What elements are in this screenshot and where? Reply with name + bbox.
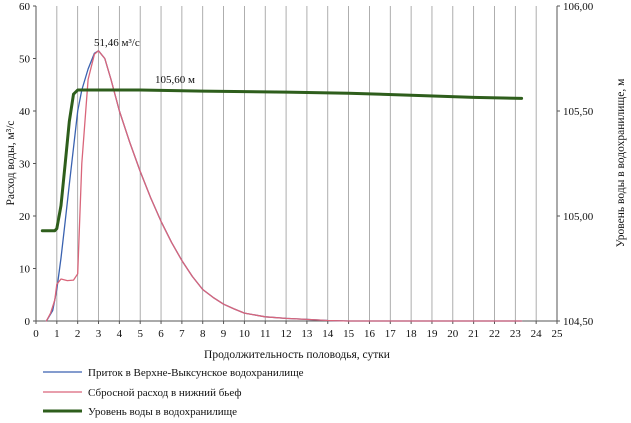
y-left-tick-label: 10 xyxy=(19,264,31,276)
y-right-tick-label: 105,00 xyxy=(563,211,594,223)
max-level-annotation: 105,60 м xyxy=(155,74,195,86)
x-tick-label: 5 xyxy=(137,328,143,340)
y-left-axis-title: Расход воды, м³/с xyxy=(5,120,17,205)
series-lines xyxy=(40,50,524,322)
legend-inflow-label: Приток в Верхне-Выксунское водохранилище xyxy=(88,367,304,379)
x-tick-label: 25 xyxy=(552,328,564,340)
x-tick-label: 17 xyxy=(385,328,397,340)
y-right-axis-title: Уровень воды в водохранилище, м xyxy=(615,78,627,247)
y-left-tick-label: 50 xyxy=(19,54,31,66)
y-left-tick-labels: 0 10 20 30 40 50 60 xyxy=(19,1,31,328)
x-tick-label: 23 xyxy=(510,328,522,340)
y-left-tick-label: 40 xyxy=(19,106,31,118)
y-left-tick-label: 60 xyxy=(19,1,31,13)
x-tick-label: 20 xyxy=(447,328,459,340)
y-right-tick-label: 105,50 xyxy=(563,106,594,118)
x-tick-label: 4 xyxy=(117,328,123,340)
x-tick-label: 9 xyxy=(221,328,227,340)
discharge-series-line xyxy=(45,50,523,322)
x-tick-label: 21 xyxy=(468,328,479,340)
x-tick-label: 10 xyxy=(239,328,251,340)
water-level-series-line xyxy=(40,88,524,233)
x-tick-label: 13 xyxy=(301,328,313,340)
x-tick-label: 1 xyxy=(54,328,60,340)
x-tick-label: 22 xyxy=(489,328,500,340)
x-tick-label: 2 xyxy=(75,328,81,340)
peak-flow-annotation: 51,46 м³/с xyxy=(94,37,140,49)
x-tick-label: 19 xyxy=(426,328,438,340)
x-tick-label: 12 xyxy=(281,328,292,340)
y-right-tick-label: 106,00 xyxy=(563,1,594,13)
x-tick-labels: 0 1 2 3 4 5 6 7 8 9 10 11 12 13 14 15 16 17 18 19 20 21 22 23 24… xyxy=(33,328,563,340)
legend-water-level-label: Уровень воды в водохранилище xyxy=(88,406,237,418)
x-tick-label: 15 xyxy=(343,328,355,340)
x-tick-label: 11 xyxy=(260,328,271,340)
x-tick-label: 6 xyxy=(158,328,164,340)
legend: Приток в Верхне-Выксунское водохранилище… xyxy=(43,367,304,418)
x-tick-label: 18 xyxy=(406,328,418,340)
x-axis-title: Продолжительность половодья, сутки xyxy=(204,349,390,361)
x-tick-label: 14 xyxy=(322,328,334,340)
y-left-tick-label: 20 xyxy=(19,211,31,223)
y-right-tick-label: 104,50 xyxy=(563,316,594,328)
y-left-tick-label: 0 xyxy=(25,316,31,328)
x-tick-label: 24 xyxy=(531,328,543,340)
x-tick-label: 0 xyxy=(33,328,39,340)
legend-discharge-label: Сбросной расход в нижний бьеф xyxy=(88,387,241,399)
vertical-gridlines xyxy=(56,6,537,321)
x-tick-label: 16 xyxy=(364,328,376,340)
x-tick-label: 7 xyxy=(179,328,185,340)
y-right-tick-labels: 104,50 105,00 105,50 106,00 xyxy=(563,1,594,328)
y-left-tick-label: 30 xyxy=(19,159,31,171)
x-tick-label: 3 xyxy=(96,328,102,340)
x-tick-label: 8 xyxy=(200,328,206,340)
axes xyxy=(33,5,560,324)
